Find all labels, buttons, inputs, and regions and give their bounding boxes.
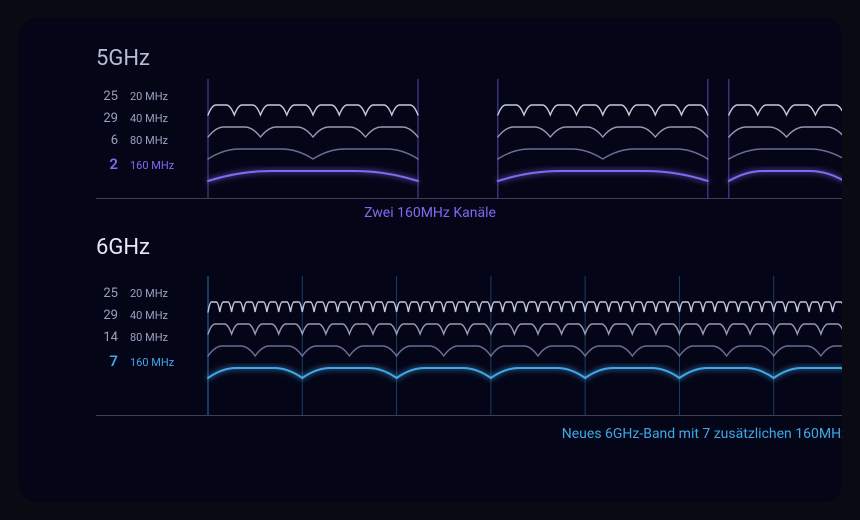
band-5ghz: 5GHz 2520 MHz2940 MHz680 MHz2160 MHz Zwe… (18, 46, 842, 221)
wave-layer (729, 105, 842, 115)
wave-layer (729, 149, 842, 159)
channel-count: 25 (96, 89, 118, 104)
bandwidth-label: 80 MHz (130, 331, 168, 344)
band-5ghz-labels: 25 20 MHz 29 40 MHz 6 80 MHz 2 160 MHz (96, 89, 206, 177)
wave-layer (208, 149, 418, 159)
wave-layer (498, 127, 708, 137)
wave-layer (498, 171, 708, 181)
band-5ghz-title: 5GHz (96, 46, 842, 71)
band-6ghz-waves (208, 286, 842, 416)
bandwidth-label: 40 MHz (130, 112, 168, 125)
band-5ghz-spectrum: 25 20 MHz 29 40 MHz 6 80 MHz 2 160 MHz (96, 89, 842, 199)
wave-layer (729, 171, 842, 181)
wave-layer (208, 127, 418, 137)
wave-layer (208, 171, 418, 181)
channel-count: 29 (96, 111, 118, 126)
spectrum-svg (208, 266, 842, 436)
channel-count: 7 (96, 352, 118, 370)
spectrum-svg (208, 69, 628, 219)
channel-count: 29 (96, 308, 118, 323)
channel-count: 2 (96, 155, 118, 173)
band-6ghz-labels: 25 20 MHz 29 40 MHz 14 80 MHz 7 160 MHz (96, 286, 206, 374)
spectrum-card: 5GHz 2520 MHz2940 MHz680 MHz2160 MHz Zwe… (18, 18, 842, 502)
channel-count: 25 (96, 286, 118, 301)
wave-layer (498, 105, 708, 115)
bandwidth-label: 20 MHz (130, 287, 168, 300)
wave-layer (208, 324, 842, 334)
channel-count: 6 (96, 133, 118, 148)
bandwidth-label: 80 MHz (130, 134, 168, 147)
bw-label-row: 29 40 MHz (96, 308, 206, 330)
channel-count: 14 (96, 330, 118, 345)
axis-line (96, 198, 842, 199)
bandwidth-label: 20 MHz (130, 90, 168, 103)
bw-label-row: 14 80 MHz (96, 330, 206, 352)
wave-layer (729, 127, 842, 137)
bandwidth-label: 40 MHz (130, 309, 168, 322)
bw-label-row: 25 20 MHz (96, 89, 206, 111)
band-6ghz-spectrum: 25 20 MHz 29 40 MHz 14 80 MHz 7 160 MHz (96, 286, 842, 416)
bandwidth-label: 160 MHz (130, 356, 174, 369)
bw-label-row: 6 80 MHz (96, 133, 206, 155)
bandwidth-label: 160 MHz (130, 159, 174, 172)
wave-layer (208, 346, 842, 356)
wave-layer (498, 149, 708, 159)
band-6ghz: 6GHz 2520 MHz2940 MHz1480 MHz7160 MHz Ne… (18, 235, 842, 442)
bw-label-row: 2 160 MHz (96, 155, 206, 177)
axis-line (96, 415, 842, 416)
wave-layer (208, 368, 842, 378)
bw-label-row: 29 40 MHz (96, 111, 206, 133)
wave-layer (208, 302, 842, 312)
wave-layer (208, 105, 418, 115)
band-5ghz-waves (208, 89, 628, 199)
bw-label-row: 25 20 MHz (96, 286, 206, 308)
bw-label-row: 7 160 MHz (96, 352, 206, 374)
band-6ghz-title: 6GHz (96, 235, 842, 260)
